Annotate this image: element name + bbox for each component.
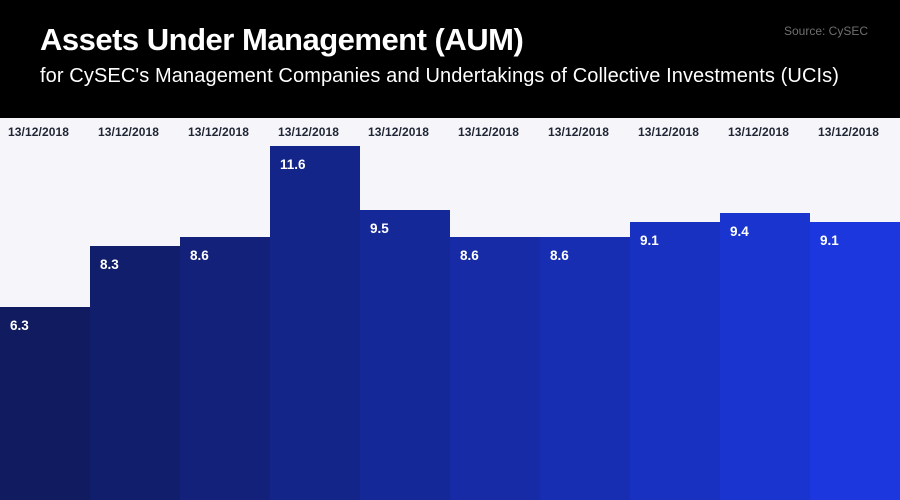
date-label: 13/12/2018	[188, 125, 250, 139]
bar-column: 13/12/2018 9.1	[630, 118, 720, 500]
bar-value-label: 9.5	[370, 221, 389, 236]
source-label: Source: CySEC	[783, 24, 868, 38]
date-label: 13/12/2018	[728, 125, 790, 139]
bar-column: 13/12/2018 6.3	[0, 118, 90, 500]
bar-value-label: 8.3	[100, 257, 119, 272]
bar-value-label: 11.6	[280, 157, 306, 172]
bar: 8.6	[450, 237, 540, 500]
bar: 9.4	[720, 213, 810, 500]
bar-value-label: 9.1	[640, 233, 659, 248]
bar: 6.3	[0, 307, 90, 500]
bar-value-label: 8.6	[190, 248, 209, 263]
bar-value-label: 6.3	[10, 318, 29, 333]
bar-column: 13/12/2018 8.3	[90, 118, 180, 500]
bar-column: 13/12/2018 11.6	[270, 118, 360, 500]
chart-subtitle: for CySEC's Management Companies and Und…	[40, 65, 840, 87]
date-label: 13/12/2018	[458, 125, 520, 139]
chart-header: Assets Under Management (AUM) for CySEC'…	[0, 0, 900, 118]
bar: 8.6	[180, 237, 270, 500]
bar-value-label: 9.4	[730, 224, 749, 239]
date-label: 13/12/2018	[548, 125, 610, 139]
chart-title: Assets Under Management (AUM)	[40, 22, 524, 57]
date-label: 13/12/2018	[638, 125, 700, 139]
bar-column: 13/12/2018 9.5	[360, 118, 450, 500]
bar: 8.6	[540, 237, 630, 500]
bar-column: 13/12/2018 9.1	[810, 118, 900, 500]
bar: 9.1	[630, 222, 720, 500]
bar-column: 13/12/2018 9.4	[720, 118, 810, 500]
bar: 8.3	[90, 246, 180, 500]
bar-value-label: 8.6	[460, 248, 479, 263]
plot-area: 13/12/2018 6.3 13/12/2018 8.3 13/12/2018 8.6 1…	[0, 118, 900, 500]
bar-column: 13/12/2018 8.6	[450, 118, 540, 500]
bar: 9.1	[810, 222, 900, 500]
bar-value-label: 8.6	[550, 248, 569, 263]
date-label: 13/12/2018	[278, 125, 340, 139]
bar-value-label: 9.1	[820, 233, 839, 248]
bar: 9.5	[360, 210, 450, 500]
date-label: 13/12/2018	[98, 125, 160, 139]
date-label: 13/12/2018	[8, 125, 70, 139]
bar: 11.6	[270, 146, 360, 500]
date-label: 13/12/2018	[368, 125, 430, 139]
date-label: 13/12/2018	[818, 125, 880, 139]
bar-column: 13/12/2018 8.6	[540, 118, 630, 500]
bar-column: 13/12/2018 8.6	[180, 118, 270, 500]
